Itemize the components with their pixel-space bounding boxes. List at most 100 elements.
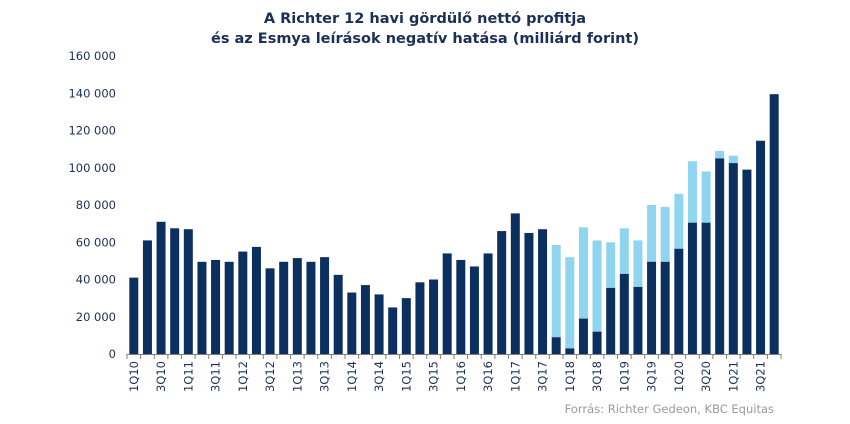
bar-profit-3Q13 <box>320 257 330 354</box>
bar-profit-3Q20 <box>701 222 711 354</box>
bar-profit-3Q21 <box>756 140 766 354</box>
bar-esmya-4Q19 <box>660 206 670 262</box>
bar-profit-1Q20 <box>674 248 684 354</box>
chart-title-line-1: A Richter 12 havi gördülő nettó profitja <box>263 11 587 27</box>
x-tick-label: 1Q18 <box>563 361 577 392</box>
bar-profit-4Q21 <box>769 94 779 355</box>
bar-profit-2Q11 <box>197 261 207 354</box>
bar-profit-3Q18 <box>592 331 602 354</box>
bar-esmya-4Q18 <box>606 242 616 288</box>
bar-profit-4Q15 <box>442 253 452 354</box>
bar-esmya-1Q21 <box>728 155 738 164</box>
x-tick-label: 3Q15 <box>427 361 441 392</box>
x-tick-label: 3Q16 <box>481 361 495 392</box>
y-tick-label: 100 000 <box>68 161 116 175</box>
x-tick-label: 3Q14 <box>372 361 386 392</box>
bar-profit-2Q19 <box>633 286 643 354</box>
y-tick-label: 20 000 <box>76 310 116 324</box>
x-tick-label: 1Q12 <box>236 361 250 392</box>
bar-profit-3Q14 <box>374 294 384 354</box>
bar-profit-4Q20 <box>715 158 725 354</box>
x-tick-label: 1Q21 <box>726 361 740 392</box>
x-tick-label: 3Q10 <box>154 361 168 392</box>
bar-profit-4Q18 <box>606 287 616 354</box>
bar-profit-3Q12 <box>265 268 275 354</box>
bar-profit-3Q16 <box>483 253 493 354</box>
bar-esmya-1Q19 <box>619 228 629 274</box>
bar-profit-4Q17 <box>551 337 561 354</box>
bar-profit-2Q15 <box>415 282 425 354</box>
bar-profit-1Q10 <box>129 277 139 354</box>
y-tick-label: 120 000 <box>68 124 116 138</box>
chart-title-line-2: és az Esmya leírások negatív hatása (mil… <box>211 31 639 47</box>
x-tick-label: 1Q14 <box>345 361 359 392</box>
bar-esmya-2Q20 <box>687 161 697 223</box>
x-tick-label: 1Q13 <box>290 361 304 392</box>
bar-profit-2Q17 <box>524 232 534 354</box>
bar-profit-4Q14 <box>388 307 398 354</box>
bar-profit-4Q16 <box>497 231 507 354</box>
x-tick-label: 3Q11 <box>209 361 223 392</box>
bar-esmya-2Q19 <box>633 240 643 287</box>
bar-profit-1Q17 <box>510 213 520 354</box>
x-tick-label: 3Q20 <box>699 361 713 392</box>
bar-profit-1Q12 <box>238 251 248 354</box>
bar-profit-2Q20 <box>687 222 697 354</box>
y-tick-label: 160 000 <box>68 49 116 63</box>
bar-profit-4Q11 <box>224 261 234 354</box>
bar-esmya-2Q18 <box>578 227 588 319</box>
x-tick-label: 3Q13 <box>318 361 332 392</box>
bar-profit-2Q18 <box>578 318 588 354</box>
bar-profit-1Q16 <box>456 259 466 354</box>
bar-esmya-1Q18 <box>565 257 575 349</box>
bar-profit-1Q21 <box>728 163 738 354</box>
x-tick-label: 3Q12 <box>263 361 277 392</box>
bar-profit-4Q19 <box>660 261 670 354</box>
bar-esmya-3Q18 <box>592 240 602 332</box>
bar-profit-4Q10 <box>170 228 180 354</box>
x-tick-label: 1Q17 <box>508 361 522 392</box>
bar-profit-3Q15 <box>429 279 439 354</box>
y-tick-label: 80 000 <box>76 198 116 212</box>
bar-profit-2Q21 <box>742 169 752 354</box>
bar-profit-3Q10 <box>156 221 166 354</box>
bar-profit-1Q15 <box>401 298 411 354</box>
x-tick-label: 1Q11 <box>181 361 195 392</box>
bar-esmya-1Q20 <box>674 193 684 249</box>
x-tick-label: 1Q16 <box>454 361 468 392</box>
y-tick-label: 40 000 <box>76 273 116 287</box>
bar-profit-2Q16 <box>469 266 479 354</box>
bar-profit-3Q19 <box>647 261 657 354</box>
source-note: Forrás: Richter Gedeon, KBC Equitas <box>564 402 774 416</box>
bar-esmya-3Q20 <box>701 171 711 223</box>
bar-profit-1Q11 <box>183 229 193 354</box>
bar-profit-3Q17 <box>538 229 548 354</box>
bar-profit-4Q12 <box>279 261 289 354</box>
bar-profit-2Q10 <box>142 240 152 354</box>
bar-profit-1Q14 <box>347 292 357 354</box>
bar-profit-4Q13 <box>333 274 343 354</box>
x-tick-label: 1Q19 <box>617 361 631 392</box>
bar-profit-1Q18 <box>565 348 575 354</box>
bar-profit-2Q14 <box>360 285 370 354</box>
bar-profit-1Q19 <box>619 273 629 354</box>
chart-title: A Richter 12 havi gördülő nettó profitja… <box>0 9 850 49</box>
x-tick-label: 1Q15 <box>399 361 413 392</box>
y-tick-label: 60 000 <box>76 235 116 249</box>
x-tick-label: 3Q19 <box>645 361 659 392</box>
y-tick-label: 0 <box>109 347 116 361</box>
bar-esmya-4Q20 <box>715 150 725 159</box>
y-tick-label: 140 000 <box>68 86 116 100</box>
bar-profit-3Q11 <box>211 259 221 354</box>
x-tick-label: 3Q18 <box>590 361 604 392</box>
x-tick-label: 3Q21 <box>754 361 768 392</box>
bar-profit-2Q13 <box>306 261 316 354</box>
bar-esmya-3Q19 <box>647 205 657 262</box>
x-tick-label: 1Q10 <box>127 361 141 392</box>
x-tick-label: 1Q20 <box>672 361 686 392</box>
bar-esmya-4Q17 <box>551 245 561 338</box>
bar-profit-1Q13 <box>292 258 302 354</box>
bar-profit-2Q12 <box>251 246 261 354</box>
x-tick-label: 3Q17 <box>536 361 550 392</box>
